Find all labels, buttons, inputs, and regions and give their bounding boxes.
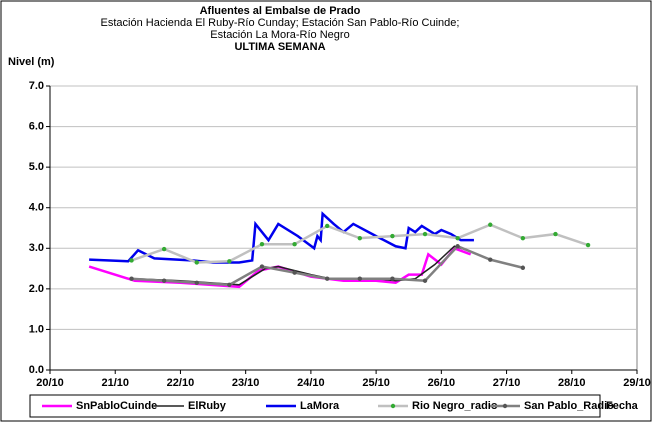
legend: [29, 394, 601, 418]
marker: [129, 276, 134, 281]
plot-area: [49, 85, 638, 371]
subtitle: Estación Hacienda El Ruby-Río Cunday; Es…: [101, 17, 460, 29]
marker: [553, 231, 558, 237]
marker: [292, 270, 297, 275]
y-tick-label: 7.0: [29, 80, 44, 92]
x-tick-label: 27/10: [493, 377, 521, 389]
marker: [357, 235, 363, 241]
subtitle: Estación La Mora-Río Negro: [210, 29, 349, 41]
legend-marker: [390, 403, 396, 409]
y-tick-label: 3.0: [29, 242, 44, 254]
marker: [488, 222, 493, 227]
legend-label: San Pablo_Radio: [524, 400, 614, 412]
x-tick-label: 24/10: [297, 377, 325, 389]
marker: [488, 257, 493, 262]
marker: [161, 278, 167, 283]
chart-title: Afluentes al Embalse de Prado: [200, 5, 361, 17]
marker: [455, 244, 460, 249]
x-tick-label: 29/10: [623, 377, 651, 389]
legend-label: Rio Negro_radio: [412, 400, 498, 412]
marker: [357, 276, 363, 281]
marker: [292, 242, 297, 247]
marker: [194, 280, 199, 285]
x-tick-label: 22/10: [167, 377, 195, 389]
legend-marker: [502, 403, 508, 409]
legend-label: ElRuby: [188, 400, 227, 412]
x-tick-label: 20/10: [36, 377, 64, 389]
marker: [227, 259, 232, 264]
marker: [520, 265, 526, 270]
marker: [422, 278, 428, 283]
x-tick-label: 25/10: [362, 377, 390, 389]
y-axis-label: Nivel (m): [8, 56, 55, 68]
marker: [161, 246, 167, 252]
y-tick-label: 4.0: [29, 202, 44, 214]
marker: [324, 223, 330, 229]
x-axis-label: Fecha: [606, 400, 639, 412]
y-tick-label: 6.0: [29, 120, 44, 132]
marker: [390, 276, 395, 281]
marker: [324, 276, 330, 281]
legend-label: SnPabloCuinde: [76, 400, 157, 412]
x-tick-label: 23/10: [232, 377, 260, 389]
legend-label: LaMora: [300, 400, 340, 412]
x-tick-label: 26/10: [428, 377, 456, 389]
marker: [520, 235, 526, 241]
marker: [585, 242, 591, 248]
marker: [227, 282, 232, 287]
marker: [194, 260, 199, 265]
x-tick-label: 21/10: [101, 377, 129, 389]
marker: [259, 264, 265, 269]
marker: [259, 242, 265, 247]
marker: [129, 258, 134, 263]
marker: [455, 235, 460, 241]
chart-title2: ULTIMA SEMANA: [234, 41, 325, 53]
x-tick-label: 28/10: [558, 377, 586, 389]
y-tick-label: 1.0: [29, 323, 44, 335]
y-tick-label: 2.0: [29, 283, 44, 295]
marker: [390, 233, 395, 239]
y-tick-label: 0.0: [29, 364, 44, 376]
marker: [422, 231, 428, 237]
y-tick-label: 5.0: [29, 161, 44, 173]
